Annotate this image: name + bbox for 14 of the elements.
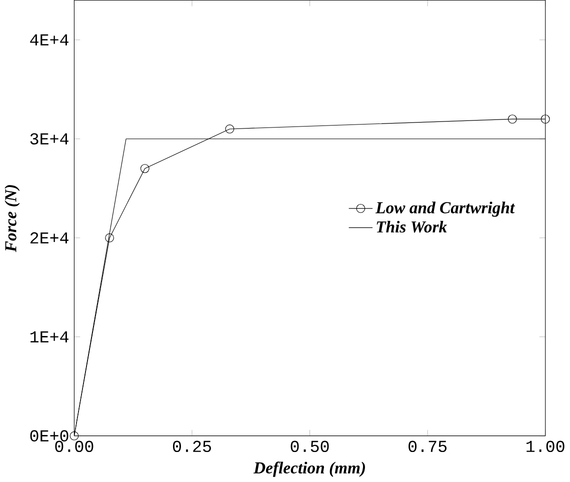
y-axis-title: Force (N) (4, 185, 20, 252)
x-tick-label: 0.50 (290, 440, 329, 452)
x-tick-label: 0.00 (55, 440, 94, 452)
legend-label: Low and Cartwright (375, 202, 515, 217)
y-tick-label: 0E+0 (30, 430, 68, 442)
y-tick-label: 1E+4 (30, 332, 68, 343)
y-tick-label: 4E+4 (30, 34, 68, 46)
x-tick-label: 0.75 (408, 440, 447, 452)
x-axis-title: Deflection (mm) (253, 462, 365, 478)
y-tick-label: 2E+4 (30, 232, 68, 244)
y-tick-label: 3E+4 (30, 133, 68, 145)
legend-label: This Work (376, 221, 447, 233)
x-tick-label: 1.00 (526, 440, 564, 452)
x-tick-label: 0.25 (172, 440, 211, 452)
